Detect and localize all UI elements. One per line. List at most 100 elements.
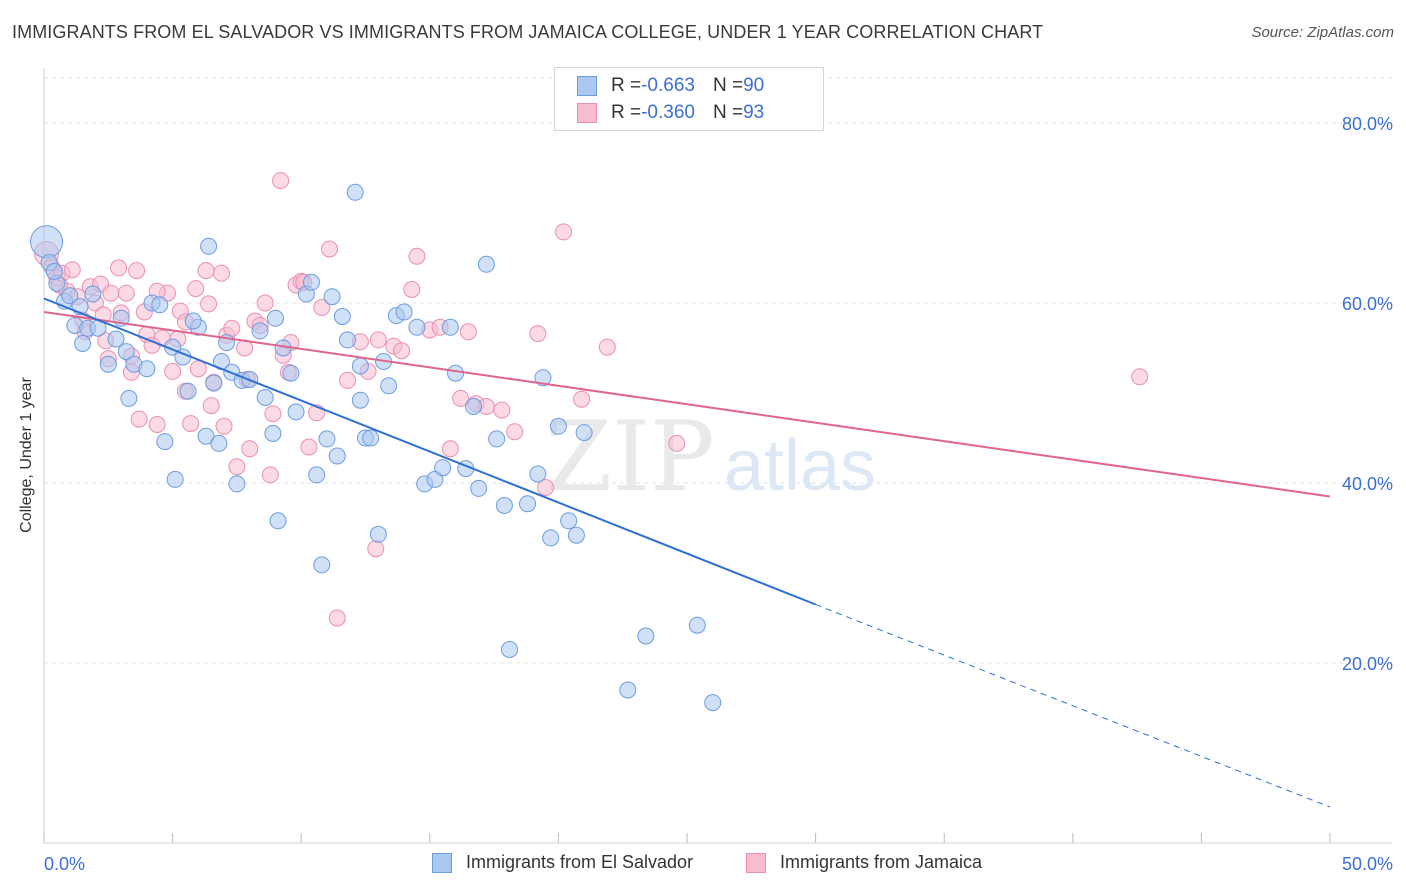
jamaica-point	[187, 280, 205, 298]
el-salvador-point	[151, 296, 169, 314]
jamaica-point	[393, 342, 411, 360]
el-salvador-point	[266, 309, 284, 327]
el-salvador-trend-extension	[815, 604, 1331, 808]
jamaica-point	[256, 294, 274, 312]
x-tick-label: 50.0%	[1342, 854, 1393, 874]
el-salvador-point	[61, 287, 79, 305]
el-salvador-point	[351, 391, 369, 409]
axes	[43, 68, 1392, 844]
el-salvador-point	[74, 335, 92, 352]
jamaica-point	[272, 172, 290, 190]
n-label: N =	[712, 75, 744, 96]
el-salvador-point	[441, 318, 459, 336]
el-salvador-point	[84, 285, 102, 303]
legend-row-jamaica: R = -0.360 N = 93	[577, 100, 764, 126]
chart-title: IMMIGRANTS FROM EL SALVADOR VS IMMIGRANT…	[12, 22, 1044, 42]
el-salvador-point	[228, 475, 246, 493]
el-salvador-point	[200, 237, 218, 255]
jamaica-point	[130, 410, 148, 428]
jamaica-point	[537, 479, 555, 496]
el-salvador-point	[470, 479, 488, 497]
el-salvador-point	[287, 403, 305, 421]
el-salvador-point	[688, 616, 706, 634]
el-salvador-point	[328, 447, 346, 465]
el-salvador-point	[197, 427, 215, 445]
el-salvador-point	[542, 529, 560, 547]
el-salvador-point	[184, 312, 202, 330]
jamaica-point	[212, 264, 230, 282]
el-salvador-point	[107, 330, 125, 348]
series-legend: Immigrants from El Salvador Immigrants f…	[0, 852, 1406, 878]
jamaica-point	[223, 319, 241, 337]
el-salvador-point	[351, 357, 369, 375]
jamaica-point	[529, 325, 547, 343]
el-salvador-point	[380, 377, 398, 395]
jamaica-point	[200, 295, 218, 313]
jamaica-point	[555, 223, 573, 241]
jamaica-point	[338, 371, 356, 389]
el-salvador-point	[333, 308, 351, 325]
jamaica-point	[320, 240, 338, 258]
jamaica-point	[117, 284, 135, 302]
legend-label-jamaica: Immigrants from Jamaica	[780, 852, 983, 872]
el-salvador-point	[495, 497, 513, 514]
series-jamaica-points	[34, 172, 1149, 627]
jamaica-point	[128, 262, 146, 280]
jamaica-trend-line	[43, 311, 1331, 498]
r-value: -0.663	[641, 75, 695, 96]
el-salvador-point	[560, 512, 578, 530]
el-salvador-point	[120, 389, 138, 407]
el-salvador-point	[369, 525, 387, 543]
el-salvador-point	[256, 389, 274, 406]
jamaica-point	[441, 440, 459, 458]
n-value: 93	[743, 102, 765, 123]
el-salvador-point	[395, 303, 413, 321]
jamaica-point	[102, 284, 120, 302]
el-salvador-point	[426, 470, 444, 488]
el-salvador-point	[529, 465, 547, 483]
r-label: R =	[611, 102, 642, 123]
el-salvador-point	[269, 512, 287, 530]
el-salvador-point	[501, 641, 519, 658]
jamaica-point	[63, 261, 81, 279]
pink-swatch	[577, 103, 597, 123]
el-salvador-point	[308, 466, 326, 484]
el-salvador-point	[179, 382, 197, 400]
el-salvador-point	[434, 459, 452, 477]
jamaica-point	[189, 360, 207, 378]
jamaica-point	[408, 247, 426, 265]
el-salvador-point	[465, 398, 483, 415]
jamaica-point	[452, 389, 470, 407]
el-salvador-point	[447, 364, 465, 382]
legend-item-el-salvador[interactable]: Immigrants from El Salvador	[432, 852, 693, 873]
el-salvador-point	[166, 470, 184, 488]
x-tick-label: 0.0%	[44, 854, 85, 874]
jamaica-point	[110, 259, 128, 277]
jamaica-point	[367, 540, 385, 558]
n-label: N =	[712, 102, 744, 123]
jamaica-point	[202, 397, 220, 415]
legend-label-el-salvador: Immigrants from El Salvador	[466, 852, 694, 872]
correlation-legend: R = -0.663 N = 90 R = -0.360 N = 93	[554, 67, 824, 131]
jamaica-point	[328, 609, 346, 627]
y-tick-label: 80.0%	[1342, 114, 1393, 134]
jamaica-point	[241, 440, 259, 458]
n-value: 90	[743, 75, 765, 96]
jamaica-point	[598, 338, 616, 356]
watermark-atlas: atlas	[724, 426, 876, 506]
el-salvador-point	[210, 434, 228, 452]
y-tick-label: 60.0%	[1342, 294, 1393, 314]
el-salvador-point	[99, 355, 117, 373]
el-salvador-point	[575, 424, 593, 442]
jamaica-point	[148, 416, 166, 433]
legend-item-jamaica[interactable]: Immigrants from Jamaica	[746, 852, 982, 873]
el-salvador-point	[477, 255, 495, 273]
grid-lines	[44, 77, 1392, 664]
jamaica-point	[369, 331, 387, 349]
jamaica-point	[506, 423, 524, 441]
el-salvador-point	[408, 318, 426, 336]
jamaica-point	[164, 362, 182, 380]
el-salvador-point	[30, 225, 64, 259]
jamaica-point	[668, 434, 686, 452]
